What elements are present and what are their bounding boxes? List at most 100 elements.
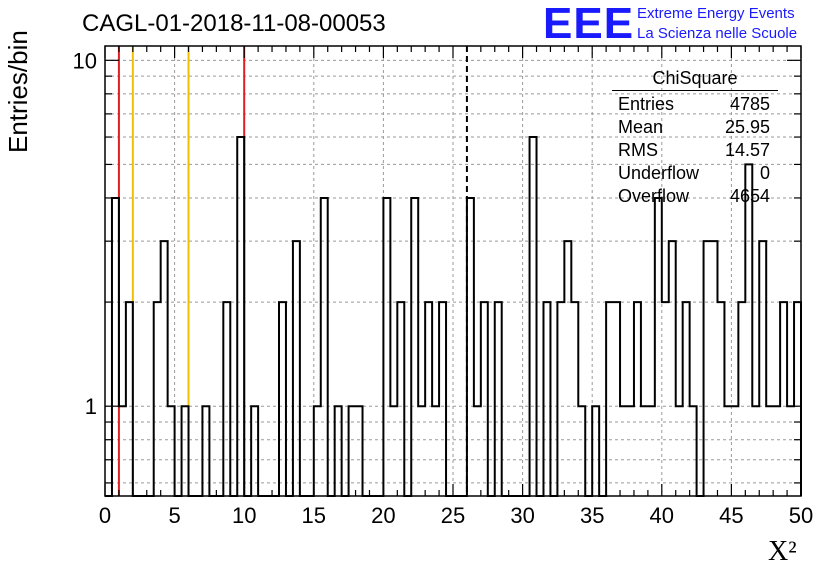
x-tick-label: 5	[168, 503, 180, 528]
x-tick-label: 35	[580, 503, 604, 528]
stats-title: ChiSquare	[612, 68, 778, 91]
stat-value: 0	[759, 163, 770, 183]
histogram-bin	[669, 241, 676, 496]
histogram-bin	[794, 302, 801, 496]
histogram-bin	[126, 302, 133, 496]
x-tick-label: 10	[232, 503, 256, 528]
y-tick-label: 1	[85, 394, 97, 419]
histogram-bin	[648, 406, 655, 496]
histogram-bin	[432, 406, 439, 496]
histogram-bin	[321, 198, 328, 496]
histogram-bin	[119, 406, 126, 496]
histogram-bin	[738, 302, 745, 496]
histogram-bin	[543, 302, 550, 496]
histogram-bin	[627, 406, 634, 496]
x-axis-label: X²	[768, 536, 797, 567]
histogram-bin	[759, 241, 766, 496]
x-tick-label: 15	[302, 503, 326, 528]
stat-label: RMS	[618, 140, 658, 160]
stat-row-overflow: Overflow 4654	[612, 185, 778, 208]
x-tick-label: 25	[441, 503, 465, 528]
histogram-bin	[168, 406, 175, 496]
stat-value: 25.95	[724, 117, 770, 137]
stat-row-rms: RMS 14.57	[612, 139, 778, 162]
stat-row-entries: Entries 4785	[612, 93, 778, 116]
histogram-bin	[564, 241, 571, 496]
histogram-bin	[780, 302, 787, 496]
x-tick-label: 50	[789, 503, 813, 528]
histogram-bin	[411, 198, 418, 496]
stat-value: 4654	[729, 186, 770, 206]
histogram-bin	[425, 302, 432, 496]
histogram-bin	[223, 302, 230, 496]
histogram-bin	[397, 302, 404, 496]
histogram-bin	[655, 198, 662, 496]
eee-logo: EEE	[543, 0, 635, 48]
histogram-bin	[634, 302, 641, 496]
x-tick-label: 20	[371, 503, 395, 528]
stats-box: ChiSquare Entries 4785 Mean 25.95 RMS 14.57…	[612, 68, 778, 208]
x-tick-label: 30	[510, 503, 534, 528]
y-tick-label: 10	[73, 48, 97, 73]
histogram-bin	[752, 406, 759, 496]
histogram-bin	[293, 241, 300, 496]
histogram-bin	[683, 302, 690, 496]
histogram-bin	[279, 302, 286, 496]
histogram-bin	[787, 406, 794, 496]
histogram-bin	[251, 406, 258, 496]
histogram-bin	[481, 302, 488, 496]
histogram-bin	[474, 406, 481, 496]
histogram-bin	[202, 406, 209, 496]
histogram-bin	[182, 406, 189, 496]
stat-row-underflow: Underflow 0	[612, 162, 778, 185]
histogram-bin	[724, 406, 731, 496]
histogram-bin	[717, 302, 724, 496]
histogram-bin	[161, 241, 168, 496]
histogram-bin	[690, 406, 697, 496]
histogram-bin	[314, 406, 321, 496]
x-tick-label: 40	[650, 503, 674, 528]
logo-line-1: Extreme Energy Events	[637, 5, 795, 22]
stat-label: Entries	[618, 94, 675, 114]
histogram-bin	[112, 198, 119, 496]
stat-value: 14.57	[724, 140, 770, 160]
histogram-bin	[383, 198, 390, 496]
histogram-bin	[731, 406, 738, 496]
stat-label: Overflow	[618, 186, 690, 206]
histogram-bin	[711, 241, 718, 496]
histogram-bin	[745, 164, 752, 496]
histogram-bin	[335, 406, 342, 496]
histogram-bin	[773, 406, 780, 496]
histogram-bin	[571, 302, 578, 496]
chart-title: CAGL-01-2018-11-08-00053	[82, 10, 386, 37]
histogram-bin	[662, 302, 669, 496]
histogram-bin	[439, 302, 446, 496]
histogram-bin	[237, 137, 244, 496]
y-axis-label: Entries/bin	[3, 30, 33, 153]
logo-line-2: La Scienza nelle Scuole	[637, 25, 798, 42]
histogram-bin	[620, 406, 627, 496]
histogram-bin	[704, 241, 711, 496]
histogram-bin	[390, 406, 397, 496]
histogram-bin	[418, 406, 425, 496]
histogram-bin	[641, 406, 648, 496]
histogram-bin	[592, 406, 599, 496]
stat-row-mean: Mean 25.95	[612, 116, 778, 139]
histogram-bin	[495, 302, 502, 496]
histogram-bin	[530, 137, 537, 496]
x-tick-label: 45	[719, 503, 743, 528]
histogram-bin	[356, 406, 363, 496]
histogram-bin	[467, 198, 474, 496]
histogram-bin	[606, 302, 613, 496]
histogram-bin	[578, 406, 585, 496]
stat-label: Underflow	[618, 163, 700, 183]
histogram-bin	[676, 406, 683, 496]
histogram-bin	[613, 302, 620, 496]
histogram-bin	[766, 406, 773, 496]
stat-value: 4785	[729, 94, 770, 114]
x-tick-label: 0	[99, 503, 111, 528]
histogram-bin	[154, 302, 161, 496]
histogram-bin	[557, 302, 564, 496]
stat-label: Mean	[618, 117, 664, 137]
